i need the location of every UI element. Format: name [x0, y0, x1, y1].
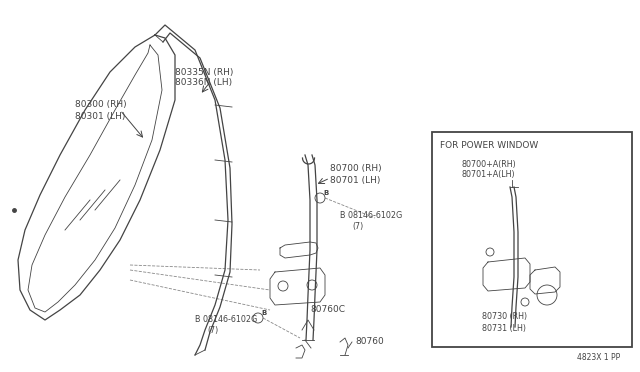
- Text: 80701 (LH): 80701 (LH): [330, 176, 380, 185]
- Text: (7): (7): [352, 221, 364, 231]
- Text: B: B: [323, 190, 328, 196]
- Text: (7): (7): [207, 327, 218, 336]
- Text: B: B: [261, 310, 266, 316]
- Text: 80731 (LH): 80731 (LH): [482, 324, 526, 334]
- Text: 80730 (RH): 80730 (RH): [482, 312, 527, 321]
- Bar: [432, 132, 632, 347]
- Text: 80335N (RH): 80335N (RH): [175, 67, 234, 77]
- Text: 80701+A(LH): 80701+A(LH): [462, 170, 516, 180]
- Text: 80760C: 80760C: [310, 305, 345, 314]
- Text: 80760: 80760: [355, 337, 384, 346]
- Text: 80336N (LH): 80336N (LH): [175, 78, 232, 87]
- Text: B 08146-6102G: B 08146-6102G: [340, 211, 403, 219]
- Text: FOR POWER WINDOW: FOR POWER WINDOW: [440, 141, 538, 151]
- Text: 4823X 1 PP: 4823X 1 PP: [577, 353, 620, 362]
- Text: 80700 (RH): 80700 (RH): [330, 164, 381, 173]
- Text: B 08146-6102G: B 08146-6102G: [195, 315, 257, 324]
- Text: 80301 (LH): 80301 (LH): [75, 112, 125, 122]
- Text: 80300 (RH): 80300 (RH): [75, 100, 127, 109]
- Text: 80700+A(RH): 80700+A(RH): [462, 160, 516, 169]
